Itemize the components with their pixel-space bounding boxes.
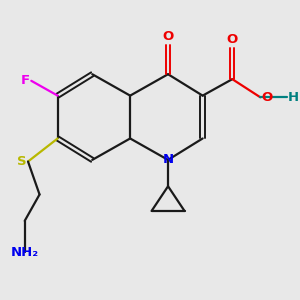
Text: S: S bbox=[17, 155, 27, 168]
Text: O: O bbox=[261, 91, 272, 104]
Text: O: O bbox=[227, 33, 238, 46]
Text: H: H bbox=[288, 91, 299, 104]
Text: N: N bbox=[163, 153, 174, 167]
Text: O: O bbox=[162, 30, 174, 43]
Text: F: F bbox=[21, 74, 30, 87]
Text: NH₂: NH₂ bbox=[11, 246, 39, 259]
